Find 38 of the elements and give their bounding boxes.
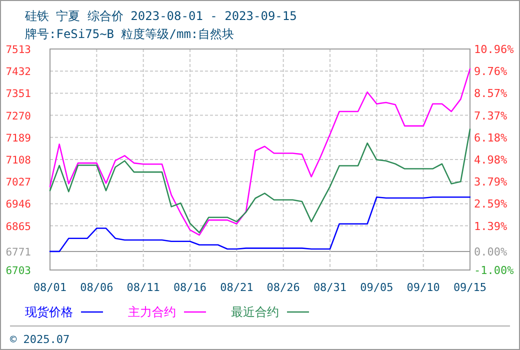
y2-tick-label: 10.96% — [474, 43, 514, 56]
y-tick-label: 6703 — [6, 265, 31, 277]
y2-tick-label: 2.59% — [474, 198, 508, 211]
chart-title: 硅铁 宁夏 综合价 2023-08-01 - 2023-09-15 — [24, 9, 297, 23]
x-tick-label: 08/16 — [173, 281, 207, 294]
text: © 2025.07 — [10, 333, 70, 346]
y-tick-label: 7270 — [6, 110, 31, 122]
x-tick-label: 08/31 — [313, 281, 347, 294]
y-tick-label: 7108 — [6, 154, 31, 166]
legend-label: 最近合约 — [231, 305, 279, 319]
x-tick-label: 09/15 — [453, 281, 487, 294]
x-tick-label: 08/26 — [266, 281, 300, 294]
chart-subtitle: 牌号:FeSi75~B 粒度等级/mm:自然块 — [25, 27, 234, 41]
y2-tick-label: 8.57% — [474, 87, 508, 100]
y-tick-label: 7432 — [6, 66, 31, 78]
y-tick-label: 7513 — [6, 44, 31, 56]
y-tick-label: 6771 — [6, 246, 31, 258]
x-tick-label: 08/01 — [33, 281, 67, 294]
y-tick-label: 6946 — [6, 198, 31, 211]
y2-tick-label: 3.79% — [474, 175, 508, 188]
y2-tick-label: 1.39% — [474, 220, 508, 233]
x-tick-label: 08/11 — [126, 281, 160, 294]
y2-tick-label: 6.18% — [474, 131, 508, 144]
x-tick-label: 08/21 — [220, 281, 254, 294]
x-tick-label: 09/05 — [360, 281, 394, 294]
legend-label: 现货价格 — [25, 305, 73, 319]
legend-label: 主力合约 — [128, 305, 176, 319]
x-tick-label: 08/06 — [80, 281, 114, 294]
y-tick-label: 7351 — [6, 88, 31, 100]
y2-tick-label: -1.00% — [474, 264, 514, 277]
y-tick-label: 7027 — [6, 176, 31, 189]
y2-tick-label: 7.37% — [474, 109, 508, 122]
y-tick-label: 7189 — [6, 132, 31, 144]
y-tick-label: 6865 — [6, 220, 31, 233]
x-tick-label: 09/10 — [406, 281, 440, 294]
y2-tick-label: 9.76% — [474, 65, 508, 78]
y2-tick-label: 4.98% — [474, 154, 508, 166]
y2-tick-label: 0.00% — [474, 246, 508, 259]
